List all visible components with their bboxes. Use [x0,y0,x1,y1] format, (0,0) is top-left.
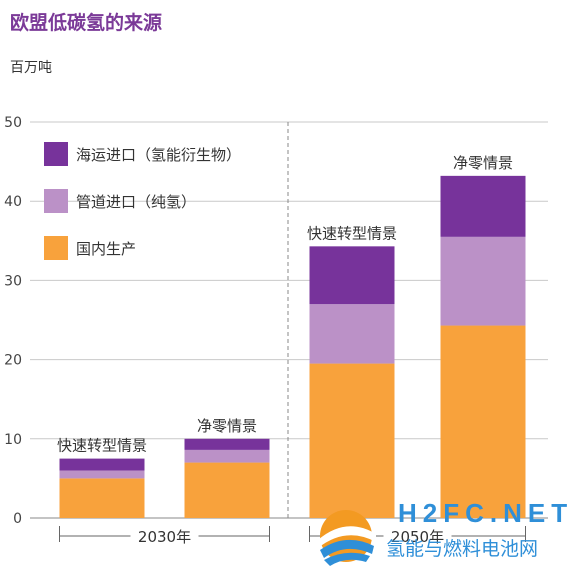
y-tick-label: 10 [4,432,22,448]
legend: 海运进口（氢能衍生物） 管道进口（纯氢） 国内生产 [44,142,241,260]
bar-segment [309,363,395,518]
legend-swatch [44,236,68,260]
bar-segment [440,236,526,326]
h2fc-logo-icon [318,510,376,566]
bar-segment [440,175,526,237]
group-label-bg [383,526,452,546]
bars [59,175,526,518]
y-tick-label: 30 [4,273,22,289]
bar-category-label: 净零情景 [453,154,513,172]
bar-segment [309,246,395,305]
bar-segment [309,304,395,364]
y-tick-label: 0 [13,511,22,527]
y-tick-label: 50 [4,115,22,131]
y-tick-label: 40 [4,194,22,210]
group-label: 2030年 [138,528,191,546]
y-ticks: 0 10 20 30 40 50 [4,115,22,527]
bar-segment [59,470,145,479]
bar-segment [184,462,270,518]
watermark-name: 氢能与燃料电池网 [386,538,539,560]
watermark: H2FC.NET 氢能与燃料电池网 [308,494,576,570]
legend-label: 国内生产 [76,240,136,258]
bar-segment [184,449,270,463]
group-label: 2050年 [391,528,444,546]
legend-swatch [44,189,68,213]
chart-title: 欧盟低碳氢的来源 [10,12,163,34]
watermark-domain: H2FC.NET [398,498,574,528]
group-axis: 2030年 2050年 [59,526,526,546]
bar-category-label: 净零情景 [197,417,257,435]
group-label-bg [130,526,199,546]
bar-category-label: 快速转型情景 [57,437,147,455]
bar-category-label: 快速转型情景 [307,224,397,242]
y-axis-unit: 百万吨 [10,60,52,76]
bar-segment [59,458,145,471]
bar-segment [59,478,145,518]
legend-label: 管道进口（纯氢） [76,193,196,211]
bar-segment [184,438,270,450]
legend-swatch [44,142,68,166]
y-tick-label: 20 [4,353,22,369]
legend-label: 海运进口（氢能衍生物） [76,146,241,164]
bar-segment [440,325,526,518]
